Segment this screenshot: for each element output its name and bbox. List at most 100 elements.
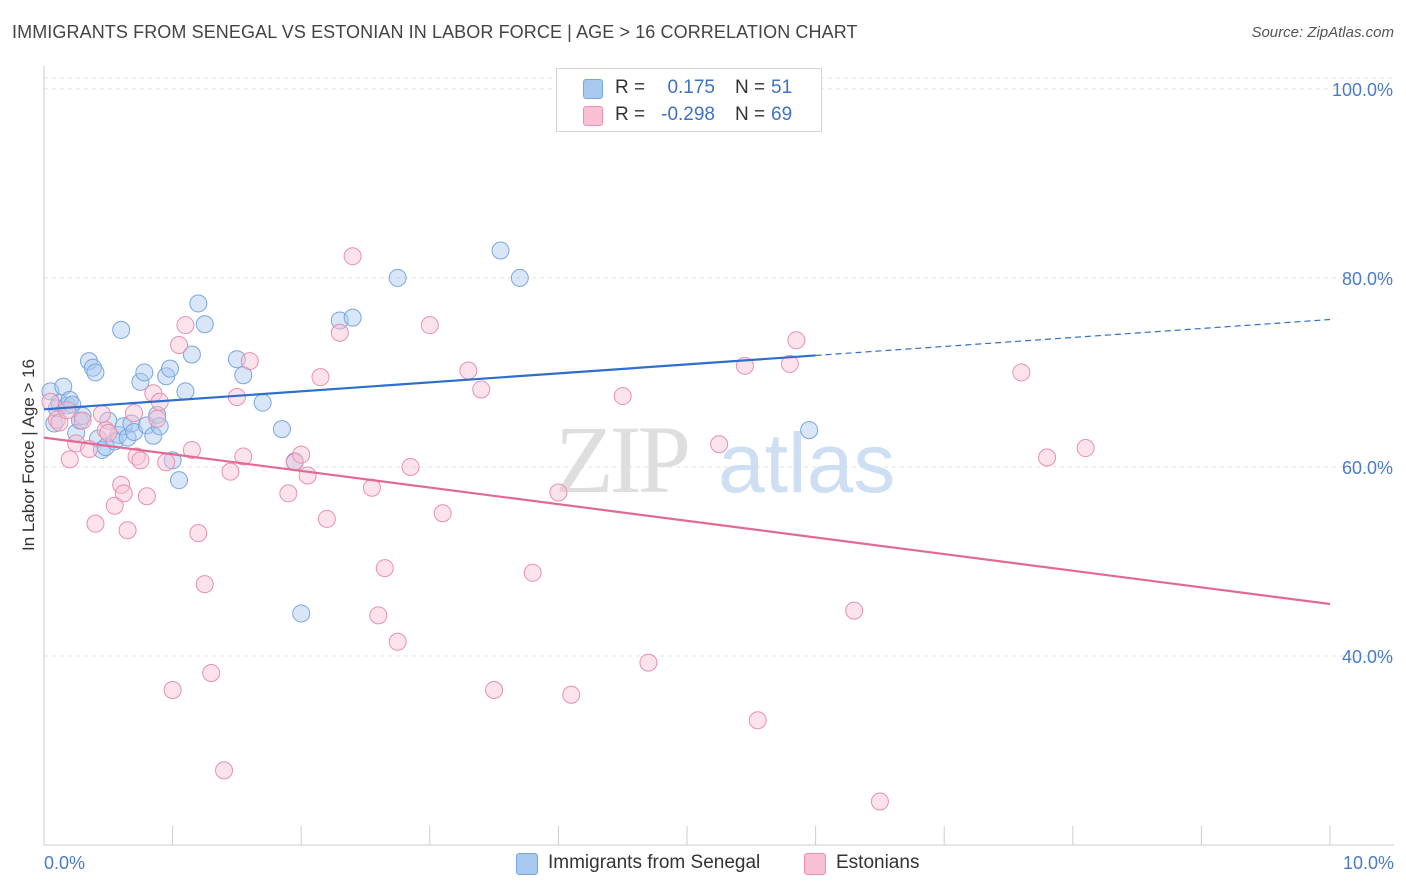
data-point-senegal-43 <box>292 604 311 623</box>
legend-n-value: 51 <box>771 77 793 98</box>
legend-n-label: N = <box>735 104 766 125</box>
data-point-estonians-21 <box>148 409 167 428</box>
data-point-senegal-19 <box>112 320 131 339</box>
data-point-senegal-40 <box>253 393 272 412</box>
watermark-zip: ZIP <box>555 406 688 513</box>
data-point-estonians-35 <box>240 352 259 371</box>
data-point-estonians-12 <box>105 496 124 515</box>
source-label: Source: ZipAtlas.com <box>1251 24 1394 41</box>
trend-lines <box>43 318 1331 606</box>
data-point-senegal-28 <box>148 405 167 424</box>
data-point-estonians-39 <box>298 466 317 485</box>
data-point-senegal-4 <box>54 377 73 396</box>
data-point-estonians-50 <box>459 361 478 380</box>
watermark: ZIP atlas <box>555 406 895 513</box>
data-point-senegal-7 <box>63 395 82 414</box>
data-point-estonians-64 <box>870 792 889 811</box>
trend-line-estonians <box>43 436 1331 606</box>
data-point-estonians-47 <box>401 457 420 476</box>
data-point-estonians-66 <box>1038 448 1057 467</box>
data-point-estonians-6 <box>73 411 92 430</box>
data-point-estonians-30 <box>202 663 221 682</box>
data-point-senegal-48 <box>510 268 529 287</box>
data-point-estonians-34 <box>234 447 253 466</box>
data-point-estonians-15 <box>118 521 137 540</box>
watermark-atlas: atlas <box>718 416 895 510</box>
data-point-estonians-3 <box>58 401 77 420</box>
data-point-senegal-29 <box>150 417 169 436</box>
data-point-senegal-46 <box>388 268 407 287</box>
data-point-estonians-0 <box>41 392 60 411</box>
data-point-estonians-4 <box>60 450 79 469</box>
data-point-estonians-25 <box>170 336 189 355</box>
legend-r-label: R = <box>615 104 646 125</box>
data-point-estonians-56 <box>613 387 632 406</box>
legend-r-label: R = <box>615 77 646 98</box>
data-point-estonians-48 <box>420 316 439 335</box>
data-point-estonians-32 <box>221 462 240 481</box>
data-point-estonians-63 <box>845 601 864 620</box>
data-point-estonians-68 <box>311 368 330 387</box>
data-point-estonians-54 <box>549 483 568 502</box>
data-point-estonians-31 <box>215 761 234 780</box>
data-point-estonians-55 <box>562 685 581 704</box>
data-point-senegal-35 <box>182 345 201 364</box>
stats-legend: R = 0.175 N = 51 R = -0.298 N = 69 <box>556 68 822 132</box>
bottom-legend-swatch-estonians <box>804 853 826 875</box>
data-point-estonians-58 <box>710 435 729 454</box>
data-point-senegal-31 <box>161 359 180 378</box>
legend-r-value: 0.175 <box>667 77 715 98</box>
data-point-estonians-41 <box>330 323 349 342</box>
data-point-estonians-19 <box>137 487 156 506</box>
data-point-senegal-34 <box>176 382 195 401</box>
data-point-estonians-1 <box>47 410 66 429</box>
legend-n-value: 69 <box>771 104 793 125</box>
legend-n-label: N = <box>735 77 766 98</box>
data-point-estonians-40 <box>317 509 336 528</box>
y-axis-label: In Labor Force | Age > 16 <box>19 359 38 551</box>
data-point-estonians-8 <box>86 514 105 533</box>
y-tick-label-1: 60.0% <box>1342 458 1393 478</box>
x-tick-label-1: 10.0% <box>1343 853 1394 873</box>
y-tick-label-3: 100.0% <box>1332 80 1393 100</box>
data-point-estonians-16 <box>125 404 144 423</box>
x-tick-label-0: 0.0% <box>44 853 85 873</box>
data-point-estonians-28 <box>189 524 208 543</box>
data-point-senegal-11 <box>83 358 102 377</box>
data-point-senegal-24 <box>131 372 150 391</box>
data-point-senegal-41 <box>272 420 291 439</box>
data-point-senegal-36 <box>189 294 208 313</box>
trend-line-senegal-extension <box>815 318 1331 357</box>
y-tick-label-2: 80.0% <box>1342 269 1393 289</box>
trend-line-senegal <box>43 354 816 411</box>
legend-r-value: -0.298 <box>661 104 715 125</box>
data-point-senegal-33 <box>170 471 189 490</box>
axes <box>43 66 1394 846</box>
data-point-estonians-23 <box>157 453 176 472</box>
data-point-estonians-24 <box>163 681 182 699</box>
data-point-estonians-9 <box>92 405 111 424</box>
legend-swatch-senegal <box>583 79 603 99</box>
data-point-senegal-47 <box>491 241 510 260</box>
data-point-senegal-12 <box>86 363 105 382</box>
data-point-estonians-61 <box>780 354 799 373</box>
data-point-estonians-65 <box>1012 363 1031 382</box>
data-point-senegal-37 <box>195 315 214 334</box>
data-point-estonians-49 <box>433 504 452 523</box>
data-point-estonians-52 <box>485 681 504 699</box>
data-point-estonians-29 <box>195 575 214 594</box>
data-point-estonians-44 <box>369 606 388 625</box>
data-point-senegal-45 <box>343 308 362 327</box>
data-point-estonians-67 <box>1076 439 1095 458</box>
chart-title: IMMIGRANTS FROM SENEGAL VS ESTONIAN IN L… <box>12 22 858 42</box>
y-tick-label-0: 40.0% <box>1342 647 1393 667</box>
data-point-estonians-18 <box>131 451 150 470</box>
data-point-senegal-49 <box>800 421 819 440</box>
data-point-estonians-26 <box>176 316 195 335</box>
data-point-estonians-10 <box>96 421 115 440</box>
data-point-estonians-42 <box>343 247 362 266</box>
data-points <box>41 241 1095 811</box>
data-point-estonians-53 <box>523 563 542 582</box>
data-point-estonians-46 <box>388 632 407 651</box>
